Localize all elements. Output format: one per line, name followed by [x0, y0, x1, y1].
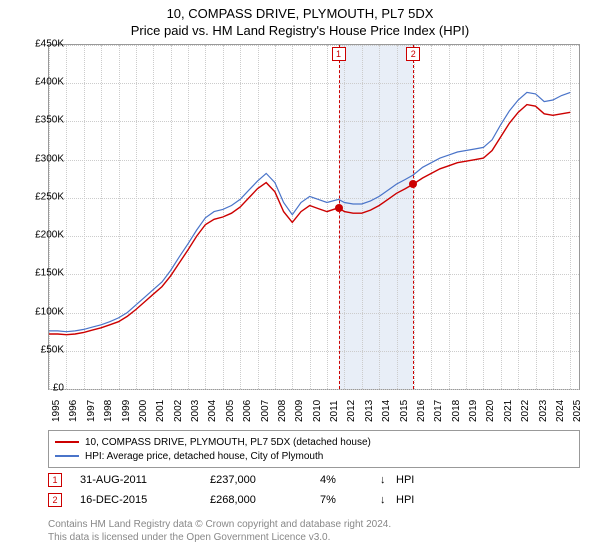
x-tick-label: 2009 [294, 400, 305, 422]
footer-line: This data is licensed under the Open Gov… [48, 531, 580, 544]
chart-container: 10, COMPASS DRIVE, PLYMOUTH, PL7 5DX Pri… [0, 0, 600, 560]
x-tick-label: 2022 [520, 400, 531, 422]
x-tick-label: 2017 [433, 400, 444, 422]
x-tick-label: 2011 [329, 400, 340, 422]
sale-marker [335, 204, 343, 212]
gridline [49, 389, 579, 390]
event-vs: HPI [396, 494, 414, 506]
x-tick-label: 2016 [416, 400, 427, 422]
x-tick-label: 2010 [312, 400, 323, 422]
x-tick-label: 2023 [538, 400, 549, 422]
x-tick-label: 1997 [86, 400, 97, 422]
x-tick-label: 1998 [103, 400, 114, 422]
legend-item: HPI: Average price, detached house, City… [55, 449, 573, 463]
chart-subtitle: Price paid vs. HM Land Registry's House … [0, 21, 600, 38]
chart-title: 10, COMPASS DRIVE, PLYMOUTH, PL7 5DX [0, 0, 600, 21]
event-row: 1 31-AUG-2011£237,0004%↓HPI [48, 470, 580, 490]
x-tick-label: 2006 [242, 400, 253, 422]
y-tick-label: £0 [53, 383, 64, 394]
y-tick-label: £300K [35, 153, 64, 164]
x-tick-label: 2002 [173, 400, 184, 422]
y-tick-label: £150K [35, 268, 64, 279]
sale-marker [409, 180, 417, 188]
y-tick-label: £50K [41, 344, 64, 355]
event-number-box: 2 [48, 493, 62, 507]
event-pct: 7% [320, 494, 380, 506]
down-arrow-icon: ↓ [380, 494, 396, 506]
x-tick-label: 2021 [503, 400, 514, 422]
x-tick-label: 2019 [468, 400, 479, 422]
x-tick-label: 2007 [260, 400, 271, 422]
y-tick-label: £200K [35, 230, 64, 241]
plot-area: 12 [48, 44, 580, 390]
event-row: 2 16-DEC-2015£268,0007%↓HPI [48, 490, 580, 510]
attribution-footer: Contains HM Land Registry data © Crown c… [48, 518, 580, 544]
x-tick-label: 2003 [190, 400, 201, 422]
event-price: £268,000 [210, 494, 320, 506]
x-tick-label: 2018 [451, 400, 462, 422]
legend-label: 10, COMPASS DRIVE, PLYMOUTH, PL7 5DX (de… [85, 437, 371, 448]
event-pct: 4% [320, 474, 380, 486]
legend-label: HPI: Average price, detached house, City… [85, 451, 323, 462]
legend-swatch [55, 441, 79, 443]
event-price: £237,000 [210, 474, 320, 486]
legend-swatch [55, 455, 79, 457]
x-tick-label: 2012 [346, 400, 357, 422]
x-tick-label: 2024 [555, 400, 566, 422]
x-tick-label: 2000 [138, 400, 149, 422]
x-tick-label: 1999 [121, 400, 132, 422]
x-tick-label: 2014 [381, 400, 392, 422]
down-arrow-icon: ↓ [380, 474, 396, 486]
x-tick-label: 2005 [225, 400, 236, 422]
x-tick-label: 2008 [277, 400, 288, 422]
x-tick-label: 2025 [572, 400, 583, 422]
legend-item: 10, COMPASS DRIVE, PLYMOUTH, PL7 5DX (de… [55, 435, 573, 449]
x-tick-label: 2020 [485, 400, 496, 422]
x-tick-label: 1995 [51, 400, 62, 422]
x-tick-label: 1996 [68, 400, 79, 422]
footer-line: Contains HM Land Registry data © Crown c… [48, 518, 580, 531]
x-tick-label: 2004 [207, 400, 218, 422]
y-tick-label: £350K [35, 115, 64, 126]
y-tick-label: £100K [35, 306, 64, 317]
event-date: 31-AUG-2011 [80, 474, 210, 486]
y-tick-label: £400K [35, 77, 64, 88]
event-number-box: 1 [48, 473, 62, 487]
legend: 10, COMPASS DRIVE, PLYMOUTH, PL7 5DX (de… [48, 430, 580, 468]
x-tick-label: 2001 [155, 400, 166, 422]
chart-lines [49, 45, 579, 389]
event-date: 16-DEC-2015 [80, 494, 210, 506]
y-tick-label: £450K [35, 39, 64, 50]
series-line [49, 92, 570, 331]
events-table: 1 31-AUG-2011£237,0004%↓HPI 2 16-DEC-2015£2… [48, 470, 580, 510]
event-vs: HPI [396, 474, 414, 486]
y-tick-label: £250K [35, 191, 64, 202]
x-tick-label: 2015 [399, 400, 410, 422]
x-tick-label: 2013 [364, 400, 375, 422]
